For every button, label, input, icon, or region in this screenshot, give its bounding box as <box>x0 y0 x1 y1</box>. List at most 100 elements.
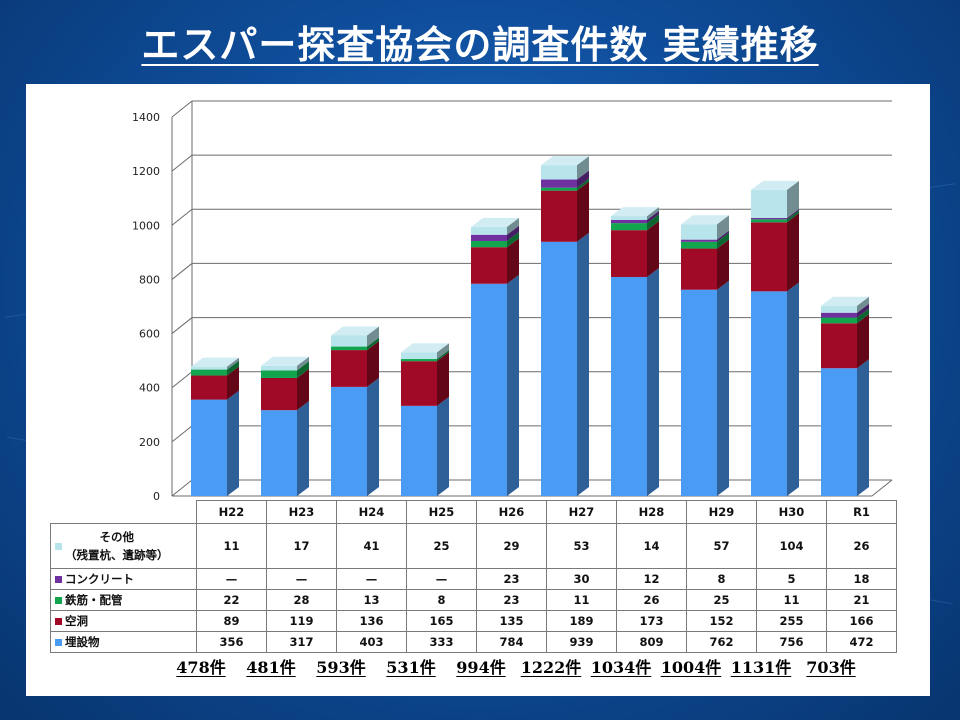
bar-segment-side <box>227 366 239 400</box>
table-cell: 939 <box>546 631 617 653</box>
bar-segment-side <box>227 360 239 376</box>
bar-segment <box>191 375 227 400</box>
bar-segment-side <box>367 341 379 387</box>
gridline-depth <box>171 100 193 118</box>
bar-segment <box>191 399 227 496</box>
total-label: 481件 <box>246 658 296 677</box>
y-tick-label: 1000 <box>132 219 160 232</box>
bar-segment-side <box>857 303 869 318</box>
bar-segment-top <box>401 343 449 353</box>
bar-segment-side <box>717 232 729 249</box>
bar-segment-side <box>787 282 799 496</box>
bar-segment-side <box>507 274 519 496</box>
y-tick-label: 1400 <box>132 111 160 124</box>
bar-segment-top <box>191 357 239 367</box>
bar-segment <box>681 241 717 249</box>
table-cell: 165 <box>406 610 477 632</box>
bar-segment-side <box>787 210 799 223</box>
y-tick-label: 0 <box>153 490 160 503</box>
table-cell: 11 <box>756 589 827 611</box>
bar-segment <box>331 346 367 351</box>
bar-segment <box>471 247 507 284</box>
table-cell: 22 <box>196 589 267 611</box>
table-cell: 53 <box>546 523 617 569</box>
total-label: 593件 <box>316 658 366 677</box>
bar-segment-side <box>297 368 309 411</box>
bar-segment-side <box>367 326 379 347</box>
table-cell: 23 <box>476 589 547 611</box>
gridline-depth <box>171 208 193 226</box>
bar-segment <box>401 405 437 496</box>
total-label: 1131件 <box>730 658 792 677</box>
legend-swatch-other <box>55 542 62 550</box>
table-cell: 189 <box>546 610 617 632</box>
bar-segment <box>751 222 787 292</box>
bar-segment-side <box>577 156 589 180</box>
row-label-concrete-text: コンクリート <box>65 572 134 586</box>
legend-swatch-buried <box>55 639 62 646</box>
total-label: 1222件 <box>520 658 582 677</box>
bar-segment <box>611 216 647 220</box>
table-cell: — <box>406 568 477 590</box>
bar-segment <box>681 248 717 290</box>
bar-segment <box>261 410 297 496</box>
bar-segment <box>611 276 647 496</box>
bar-segment <box>821 323 857 369</box>
bar-segment-side <box>787 213 799 292</box>
bar-segment-side <box>367 337 379 351</box>
bar-segment <box>261 377 297 411</box>
table-cell: 25 <box>686 589 757 611</box>
table-cell: 8 <box>406 589 477 611</box>
bar-segment <box>261 365 297 371</box>
bar-segment <box>541 190 577 242</box>
bar-segment <box>541 187 577 191</box>
row-label-cavity: 空洞 <box>50 610 197 632</box>
table-cell: 26 <box>826 523 897 569</box>
bar-segment-side <box>787 208 799 220</box>
bar-segment <box>191 369 227 376</box>
table-cell: 29 <box>476 523 547 569</box>
bar-segment-top <box>681 215 729 225</box>
table-header-cell: H30 <box>756 500 827 524</box>
bar-segment <box>401 352 437 360</box>
table-cell: 8 <box>686 568 757 590</box>
bar-segment <box>471 226 507 235</box>
table-cell: 762 <box>686 631 757 653</box>
table-header-cell: H26 <box>476 500 547 524</box>
bar-segment <box>821 305 857 313</box>
bar-segment-side <box>857 359 869 496</box>
table-row-other: その他 （残置杭、遺跡等） 11 17 41 25 29 53 14 57 104 26 <box>50 523 897 569</box>
bar-segment-top <box>611 207 659 217</box>
table-row-rebar: 鉄筋・配管 22 28 13 8 23 11 26 25 11 21 <box>50 589 897 611</box>
y-tick-label: 600 <box>139 328 160 341</box>
y-tick-label: 400 <box>139 382 160 395</box>
table-cell: 255 <box>756 610 827 632</box>
table-cell: 11 <box>546 589 617 611</box>
table-cell: 333 <box>406 631 477 653</box>
table-row-buried: 埋設物 356 317 403 333 784 939 809 762 756 472 <box>50 631 897 653</box>
bar-segment <box>331 386 367 496</box>
slide-title: エスパー探査協会の調査件数 実績推移 <box>141 23 819 67</box>
bar-segment <box>541 165 577 180</box>
total-label: 994件 <box>456 658 506 677</box>
stacked-bar-chart: 0 200 400 600 800 1000 1200 1400 <box>132 100 893 503</box>
table-header-cell: H25 <box>406 500 477 524</box>
table-header-cell: H27 <box>546 500 617 524</box>
bar-segment-top <box>471 217 519 227</box>
y-tick-label: 1200 <box>132 165 160 178</box>
bar-segment <box>471 283 507 496</box>
bar-segment-side <box>647 267 659 496</box>
table-cell: 173 <box>616 610 687 632</box>
bar-segment <box>191 366 227 370</box>
bar-segment <box>821 312 857 318</box>
table-corner <box>50 500 197 524</box>
table-cell: 12 <box>616 568 687 590</box>
total-label: 1034件 <box>590 658 652 677</box>
table-row-concrete: コンクリート — — — —23 30 12 8 5 18 <box>50 568 897 590</box>
bar-segment-side <box>507 225 519 241</box>
table-cell: 28 <box>266 589 337 611</box>
bar-segment-side <box>437 343 449 360</box>
row-label-other-line1: その他 <box>99 530 135 544</box>
table-cell: 809 <box>616 631 687 653</box>
table-cell: 25 <box>406 523 477 569</box>
